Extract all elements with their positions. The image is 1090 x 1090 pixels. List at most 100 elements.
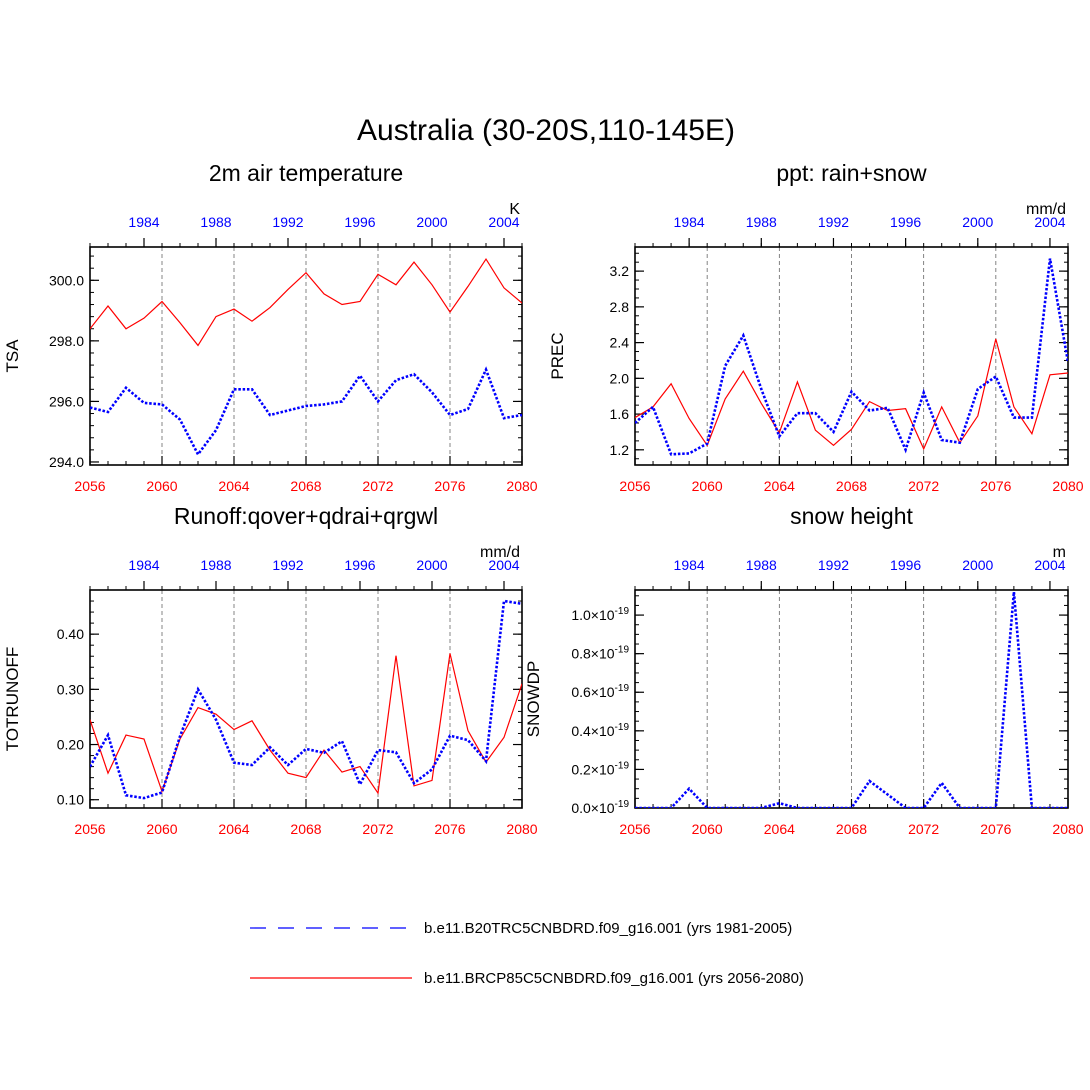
legend-label: b.e11.BRCP85C5CNBDRD.f09_g16.001 (yrs 20… [424,970,804,987]
series-line-blue [90,599,522,800]
x-top-tick-label: 2000 [416,214,447,230]
x-top-tick-label: 1988 [746,214,777,230]
x-tick-label: 2076 [980,821,1011,837]
y-tick-label: 2.4 [610,335,630,351]
chart-panel-3: Runoff:qover+qdrai+qrgwl mm/d 2056 2060 2064… [3,503,538,837]
x-tick-label: 2060 [146,821,177,837]
y-tick-label: 294.0 [49,454,84,470]
x-tick-label: 2072 [908,478,939,494]
x-tick-label: 2060 [146,478,177,494]
x-top-tick-label: 1992 [818,214,849,230]
y-axis-label: TSA [3,339,22,373]
x-top-tick-label: 1988 [200,557,231,573]
x-top-tick-label: 2000 [962,557,993,573]
panel-title: snow height [790,503,913,529]
y-tick-label: 0.30 [57,681,84,697]
x-top-tick-label: 2000 [416,557,447,573]
x-top-tick-label: 1992 [818,557,849,573]
y-tick-label: 0.10 [57,792,84,808]
series-line-blue [635,258,1068,456]
x-top-tick-label: 1996 [344,214,375,230]
y-axis-label: PREC [548,332,567,379]
x-top-tick-label: 1988 [746,557,777,573]
panel-title: 2m air temperature [209,160,403,186]
y-axis-label: TOTRUNOFF [3,647,22,752]
y-axis-label: SNOWDP [524,661,543,738]
x-tick-label: 2072 [908,821,939,837]
y-tick-label: 0.20 [57,737,84,753]
x-top-tick-label: 2000 [962,214,993,230]
y-tick-label: 296.0 [49,393,84,409]
x-top-tick-label: 2004 [488,214,519,230]
y-tick-label: 1.2 [610,442,630,458]
units-label: mm/d [480,544,520,561]
x-tick-label: 2080 [1052,821,1083,837]
units-label: K [509,201,520,218]
x-tick-label: 2064 [764,821,795,837]
x-top-tick-label: 1992 [272,214,303,230]
x-top-tick-label: 1996 [890,557,921,573]
x-tick-label: 2056 [619,821,650,837]
y-tick-label: 298.0 [49,333,84,349]
x-top-tick-label: 2004 [1034,557,1065,573]
panel-title: ppt: rain+snow [776,160,927,186]
y-tick-label: 0.6×10-19 [571,683,629,700]
series-line-red [90,257,522,347]
x-tick-label: 2068 [290,821,321,837]
x-tick-label: 2080 [1052,478,1083,494]
y-tick-label: 0.8×10-19 [571,645,629,662]
legend-label: b.e11.B20TRC5CNBDRD.f09_g16.001 (yrs 198… [424,920,792,937]
chart-panel-2: ppt: rain+snow mm/d 2056 2060 2064 2068 2072 20… [548,160,1084,494]
x-tick-label: 2060 [692,478,723,494]
legend: b.e11.B20TRC5CNBDRD.f09_g16.001 (yrs 198… [250,920,804,987]
series-line-blue [90,366,522,457]
panels: 2m air temperature K 2056 2060 2064 2068 2072 2… [3,160,1084,837]
x-tick-label: 2056 [619,478,650,494]
y-tick-label: 0.0×10-19 [571,799,629,816]
x-tick-label: 2056 [74,478,105,494]
units-label: mm/d [1026,201,1066,218]
x-tick-label: 2068 [836,478,867,494]
x-tick-label: 2076 [434,478,465,494]
x-tick-label: 2060 [692,821,723,837]
x-top-tick-label: 1984 [128,214,159,230]
series-line-red [635,338,1068,451]
y-tick-label: 300.0 [49,272,84,288]
x-tick-label: 2080 [506,821,537,837]
y-tick-label: 2.8 [610,299,630,315]
series-line-red [90,653,522,795]
units-label: m [1053,544,1066,561]
x-top-tick-label: 1996 [344,557,375,573]
x-tick-label: 2080 [506,478,537,494]
x-top-tick-label: 1988 [200,214,231,230]
y-tick-label: 0.2×10-19 [571,760,629,777]
x-tick-label: 2076 [980,478,1011,494]
x-top-tick-label: 1996 [890,214,921,230]
x-tick-label: 2068 [836,821,867,837]
y-tick-label: 2.0 [610,370,630,386]
x-tick-label: 2076 [434,821,465,837]
figure-title: Australia (30-20S,110-145E) [357,114,735,147]
x-tick-label: 2064 [764,478,795,494]
panel-title: Runoff:qover+qdrai+qrgwl [174,503,438,529]
x-top-tick-label: 2004 [1034,214,1065,230]
x-top-tick-label: 1984 [128,557,159,573]
x-tick-label: 2064 [218,821,249,837]
chart-panel-4: snow height m 2056 2060 2064 2068 2072 2076 2080… [524,503,1084,837]
y-tick-label: 3.2 [610,263,630,279]
y-tick-label: 0.40 [57,626,84,642]
x-tick-label: 2072 [362,478,393,494]
y-tick-label: 0.4×10-19 [571,722,629,739]
x-top-tick-label: 1992 [272,557,303,573]
x-top-tick-label: 2004 [488,557,519,573]
x-tick-label: 2072 [362,821,393,837]
x-tick-label: 2064 [218,478,249,494]
x-tick-label: 2056 [74,821,105,837]
chart-panel-1: 2m air temperature K 2056 2060 2064 2068 2072 2… [3,160,538,494]
x-top-tick-label: 1984 [674,557,705,573]
x-top-tick-label: 1984 [674,214,705,230]
x-tick-label: 2068 [290,478,321,494]
y-tick-label: 1.0×10-19 [571,606,629,623]
y-tick-label: 1.6 [610,406,630,422]
